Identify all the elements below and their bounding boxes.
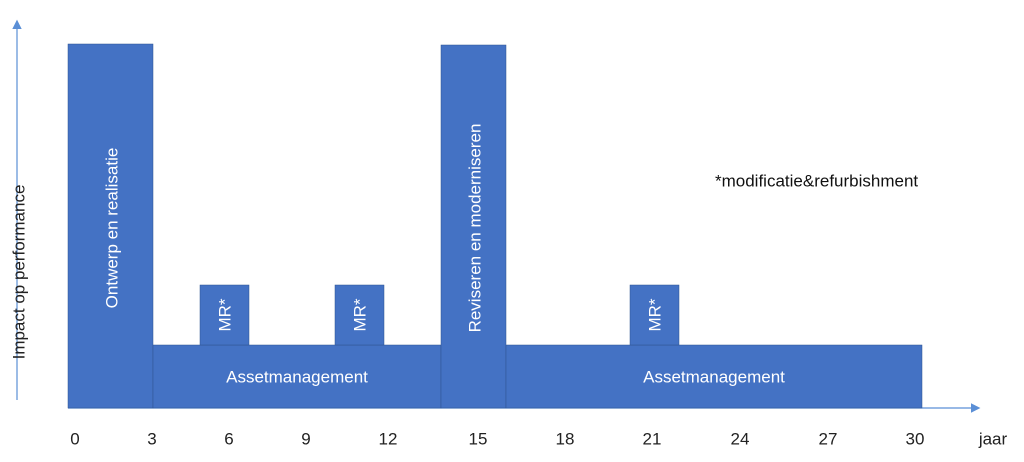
block-label: Assetmanagement	[643, 367, 785, 386]
x-tick-label: 18	[556, 429, 575, 448]
block-label: Ontwerp en realisatie	[102, 148, 121, 309]
block-label: MR*	[215, 298, 234, 331]
x-axis-unit: jaar	[978, 429, 1008, 448]
block	[334, 284, 385, 346]
block	[152, 344, 442, 409]
block-label: Assetmanagement	[226, 367, 368, 386]
block	[67, 43, 154, 409]
block	[629, 284, 680, 346]
x-tick-label: 3	[147, 429, 156, 448]
x-tick-label: 6	[224, 429, 233, 448]
block-label: MR*	[645, 298, 664, 331]
note: *modificatie&refurbishment	[715, 171, 918, 190]
x-tick-labels: 0 3 6 9 12 15 18 21 24 27 30	[70, 429, 924, 448]
x-tick-label: 30	[906, 429, 925, 448]
x-tick-label: 0	[70, 429, 79, 448]
block	[199, 284, 250, 346]
x-tick-label: 27	[819, 429, 838, 448]
y-axis-label: Impact op performance	[9, 185, 28, 360]
x-tick-label: 9	[301, 429, 310, 448]
x-tick-label: 12	[379, 429, 398, 448]
x-tick-label: 24	[731, 429, 750, 448]
x-tick-label: 21	[643, 429, 662, 448]
block	[440, 44, 507, 409]
x-tick-label: 15	[469, 429, 488, 448]
block-label: MR*	[350, 298, 369, 331]
block	[505, 344, 923, 409]
block-label: Reviseren en moderniseren	[465, 124, 484, 333]
